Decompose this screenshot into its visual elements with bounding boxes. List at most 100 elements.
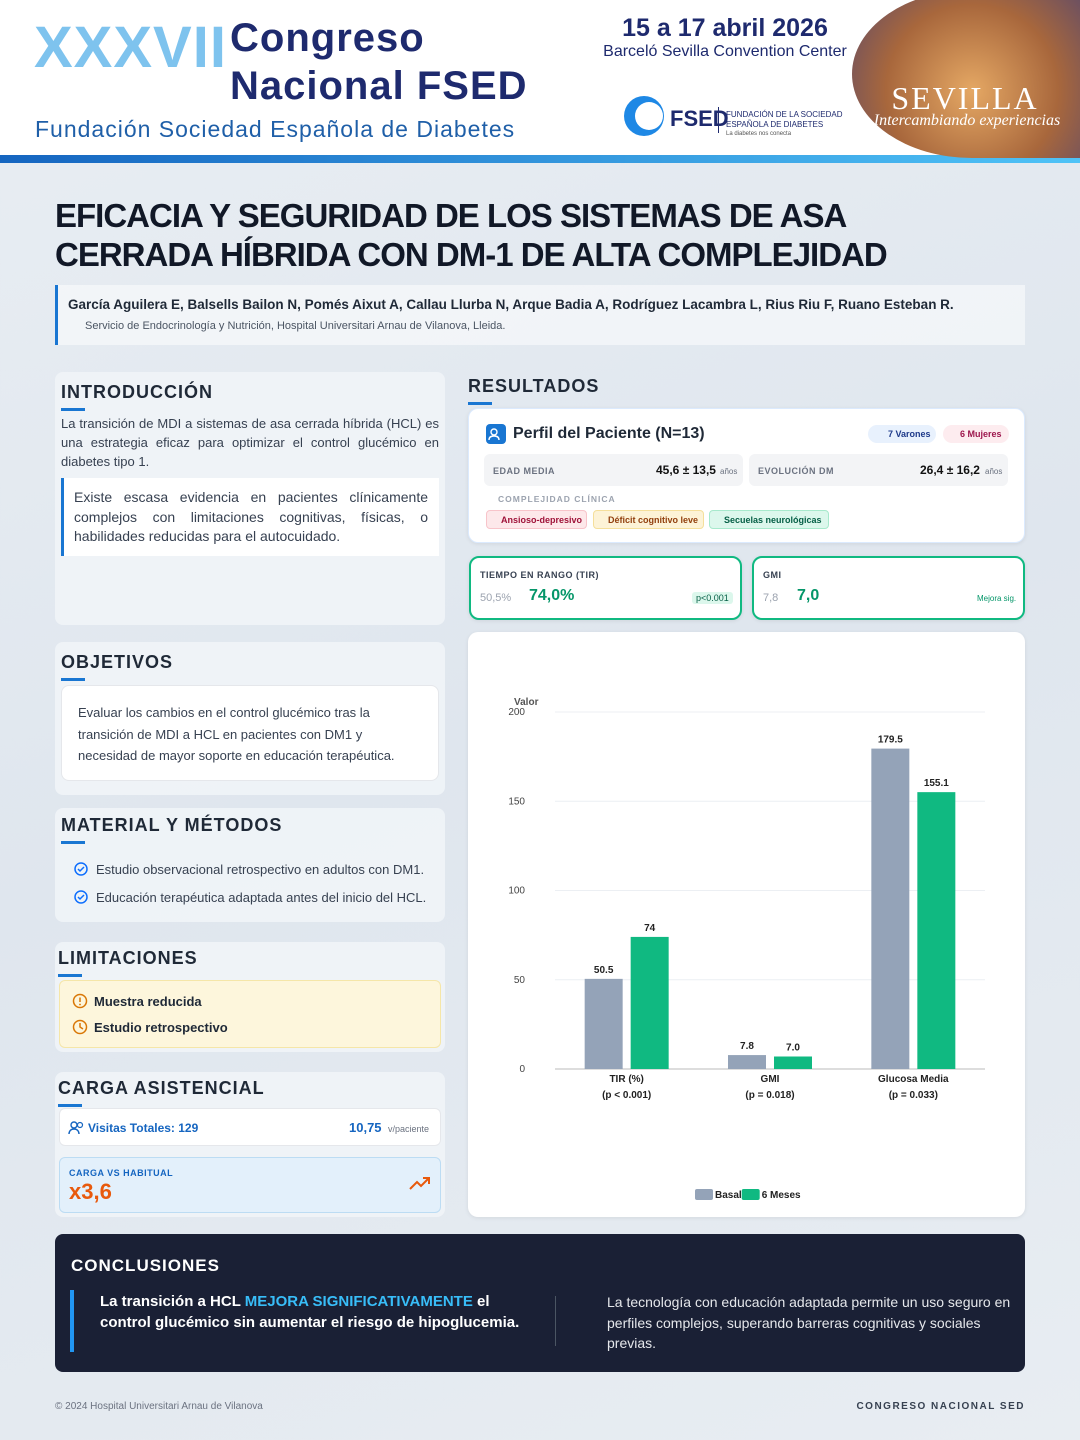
tag [593, 510, 704, 529]
ratio: x3,6 [69, 1179, 112, 1204]
logo-sub: ESPAÑOLA DE DIABETES [726, 120, 824, 129]
conclusions-heading: CONCLUSIONES [71, 1256, 220, 1275]
tir-label: TIEMPO EN RANGO (TIR) [480, 570, 599, 580]
logo-tagline: La diabetes nos conecta [726, 131, 792, 137]
method-item: Educación terapéutica adaptada antes del… [96, 890, 427, 905]
y-axis-label: Valor [514, 697, 539, 708]
legend-swatch [741, 1189, 760, 1200]
bar [917, 792, 956, 1069]
stat-box [484, 454, 743, 486]
y-tick-label: 150 [508, 796, 525, 807]
people-icon [68, 1121, 84, 1135]
gmi-before: 7,8 [763, 592, 779, 604]
tag-text: Déficit cognitivo leve [608, 515, 699, 525]
authors: García Aguilera E, Balsells Bailon N, Po… [68, 297, 954, 312]
accent-bar [70, 1290, 74, 1352]
tag-text: Ansioso-depresivo [501, 515, 583, 525]
conclusions-box [55, 1234, 1025, 1372]
title: EFICACIA Y SEGURIDAD DE LOS SISTEMAS DE … [55, 197, 847, 234]
section-heading: INTRODUCCIÓN [61, 382, 213, 411]
text: el control glucémico sin aumentar el rie… [100, 1293, 520, 1331]
authors-box [55, 285, 1025, 345]
per-patient-unit: v/paciente [388, 1124, 430, 1134]
intro-highlight: Existe escasa evidencia en pacientes clí… [74, 489, 428, 544]
value-label: 74 [644, 923, 656, 934]
tag-text: Secuelas neurológicas [724, 515, 822, 525]
x-tick-label: Glucosa Media [878, 1074, 949, 1085]
limitations-card [59, 980, 441, 1048]
method-item: Estudio observacional retrospectivo en a… [96, 862, 425, 877]
x-tick-label: GMI [761, 1074, 780, 1085]
value-label: 7.0 [786, 1043, 800, 1054]
edition: XXXVII [34, 15, 227, 80]
section-heading: OBJETIVOS [61, 652, 174, 681]
highlight: MEJORA SIGNIFICATIVAMENTE [244, 1293, 473, 1310]
bar [584, 978, 623, 1069]
limitation-item: Muestra reducida [94, 994, 202, 1009]
age-value: 45,6 ± 13,5 [656, 463, 716, 477]
text: La transición a HCL [100, 1293, 245, 1310]
section-heading: LIMITACIONES [58, 948, 198, 977]
bar [871, 748, 910, 1069]
bar [630, 936, 669, 1069]
y-tick-label: 100 [508, 886, 525, 897]
tag [709, 510, 829, 529]
x-tick-note: (p = 0.033) [889, 1090, 938, 1101]
section-heading: RESULTADOS [468, 376, 600, 405]
trend-icon [409, 1177, 430, 1190]
objectives-text: Evaluar los cambios en el control glucém… [78, 705, 395, 763]
bar [774, 1056, 812, 1069]
tir-after: 74,0% [529, 587, 575, 604]
affiliation: Servicio de Endocrinología y Nutrición, … [85, 320, 506, 332]
conclusion-main: La transición a HCL MEJORA SIGNIFICATIVA… [100, 1291, 520, 1333]
header-bar [0, 155, 1080, 163]
badge [943, 425, 1009, 443]
logo-icon [624, 96, 664, 136]
stat-box [749, 454, 1008, 486]
objectives-card [61, 685, 439, 781]
venue: Barceló Sevilla Convention Center [603, 43, 847, 60]
y-tick-label: 0 [519, 1064, 525, 1075]
value-label: 155.1 [924, 778, 949, 789]
logo-sub: FUNDACIÓN DE LA SOCIEDAD [726, 110, 843, 119]
logo-divider [718, 107, 719, 133]
dm-unit: años [985, 467, 1003, 476]
profile-icon [486, 424, 506, 444]
gmi-card [752, 556, 1025, 620]
age-label: EDAD MEDIA [493, 466, 556, 476]
ratio-label: CARGA VS HABITUAL [69, 1168, 174, 1178]
per-patient: 10,75 [349, 1120, 382, 1135]
gmi-after: 7,0 [797, 587, 820, 604]
intro-highlight-box [61, 478, 439, 556]
legend-label: Basal [715, 1190, 742, 1201]
visits: Visitas Totales: 129 [88, 1121, 199, 1135]
tir-before: 50,5% [480, 592, 512, 604]
y-tick-label: 50 [514, 975, 526, 986]
women: 6 Mujeres [960, 429, 1002, 439]
organization: Fundación Sociedad Española de Diabetes [35, 116, 516, 142]
divider [555, 1296, 556, 1346]
dates: 15 a 17 abril 2026 [622, 14, 828, 42]
legend-label: 6 Meses [762, 1190, 801, 1201]
x-tick-note: (p = 0.018) [745, 1090, 794, 1101]
complexity-label: COMPLEJIDAD CLÍNICA [498, 494, 616, 504]
age-unit: años [720, 467, 738, 476]
y-tick-label: 200 [508, 707, 525, 718]
congress-name: Congreso [230, 16, 425, 60]
tir-p: p<0.001 [692, 592, 733, 604]
intro-text: La transición de MDI a sistemas de asa c… [61, 416, 439, 469]
title: CERRADA HÍBRIDA CON DM-1 DE ALTA COMPLEJ… [55, 236, 888, 273]
tag [486, 510, 587, 529]
ratio-card [59, 1157, 441, 1213]
section-heading: CARGA ASISTENCIAL [58, 1078, 265, 1107]
dm-value: 26,4 ± 16,2 [920, 463, 980, 477]
men: 7 Varones [888, 429, 931, 439]
city-tagline: Intercambiando experiencias [873, 112, 1061, 129]
badge [868, 425, 936, 443]
warning-icons [72, 993, 88, 1035]
city: SEVILLA [891, 80, 1039, 116]
gmi-label: GMI [763, 570, 782, 580]
city-image [852, 0, 1080, 158]
visits-card [59, 1108, 441, 1146]
